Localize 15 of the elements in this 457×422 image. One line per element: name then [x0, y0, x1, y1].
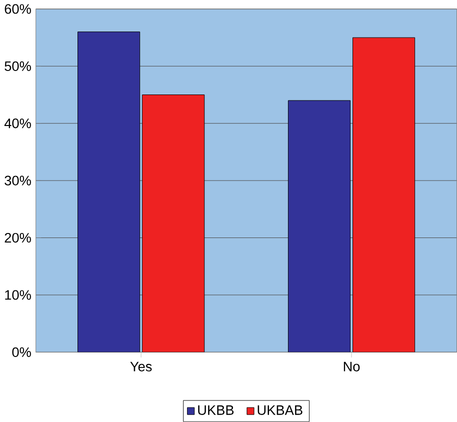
- bar: [78, 32, 140, 352]
- x-tick-label: No: [344, 362, 360, 372]
- bar: [142, 94, 205, 352]
- x-tick-label: Yes: [130, 362, 152, 372]
- bar: [288, 100, 351, 352]
- y-tick-label: 50%: [4, 61, 31, 72]
- y-tick-label: 0%: [12, 347, 31, 358]
- y-tick-label: 40%: [4, 118, 31, 128]
- y-tick-label: 30%: [4, 176, 31, 186]
- legend-label: UKBB: [198, 405, 234, 415]
- y-tick-label: 10%: [5, 290, 31, 300]
- y-tick-label: 20%: [4, 232, 31, 243]
- y-tick-label: 60%: [4, 4, 31, 14]
- legend-label: UKBAB: [258, 405, 302, 415]
- bar: [352, 37, 416, 352]
